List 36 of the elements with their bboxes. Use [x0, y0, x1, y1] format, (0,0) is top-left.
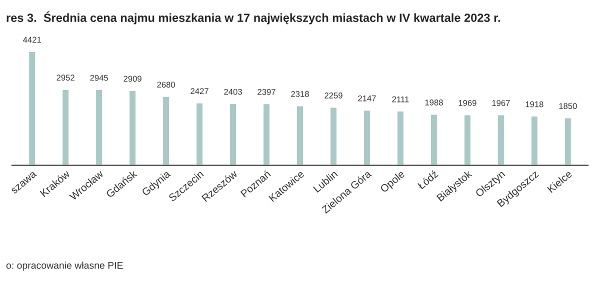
data-label: 1918 [526, 101, 544, 108]
bar [463, 114, 472, 166]
bar [329, 106, 338, 166]
data-label: 1969 [458, 100, 476, 106]
data-label: 2945 [90, 74, 108, 81]
data-label: 2909 [124, 76, 142, 82]
data-label: 2147 [358, 95, 376, 102]
data-label: 2952 [56, 74, 74, 81]
data-label: 2259 [324, 92, 342, 98]
data-label: 2318 [291, 91, 309, 97]
bar [362, 109, 372, 166]
data-label: 2403 [224, 88, 242, 95]
data-label: 1850 [559, 103, 577, 110]
data-label: 2680 [157, 82, 175, 88]
data-label: 2427 [190, 88, 208, 94]
bar [430, 113, 438, 166]
text: o: opracowanie własne PIE [6, 262, 123, 271]
bar [128, 90, 137, 166]
bar [195, 102, 204, 166]
bar [296, 104, 304, 166]
bar [228, 102, 238, 166]
bar [262, 102, 271, 166]
bar [162, 96, 170, 166]
bar [530, 115, 539, 166]
data-label: 2111 [392, 96, 409, 102]
bar [496, 114, 506, 166]
bar [94, 88, 104, 166]
bar [564, 116, 572, 166]
data-label: 2397 [258, 89, 276, 95]
data-label: 1988 [425, 100, 443, 106]
bar [61, 88, 70, 166]
bar [28, 51, 36, 166]
data-label: 4421 [23, 36, 41, 43]
bar [396, 110, 405, 166]
chart-title: res 3. Średnia cena najmu mieszkania w 17 największych miastach w IV kwartale 2023 r. [6, 11, 500, 24]
data-label: 1967 [492, 100, 510, 106]
